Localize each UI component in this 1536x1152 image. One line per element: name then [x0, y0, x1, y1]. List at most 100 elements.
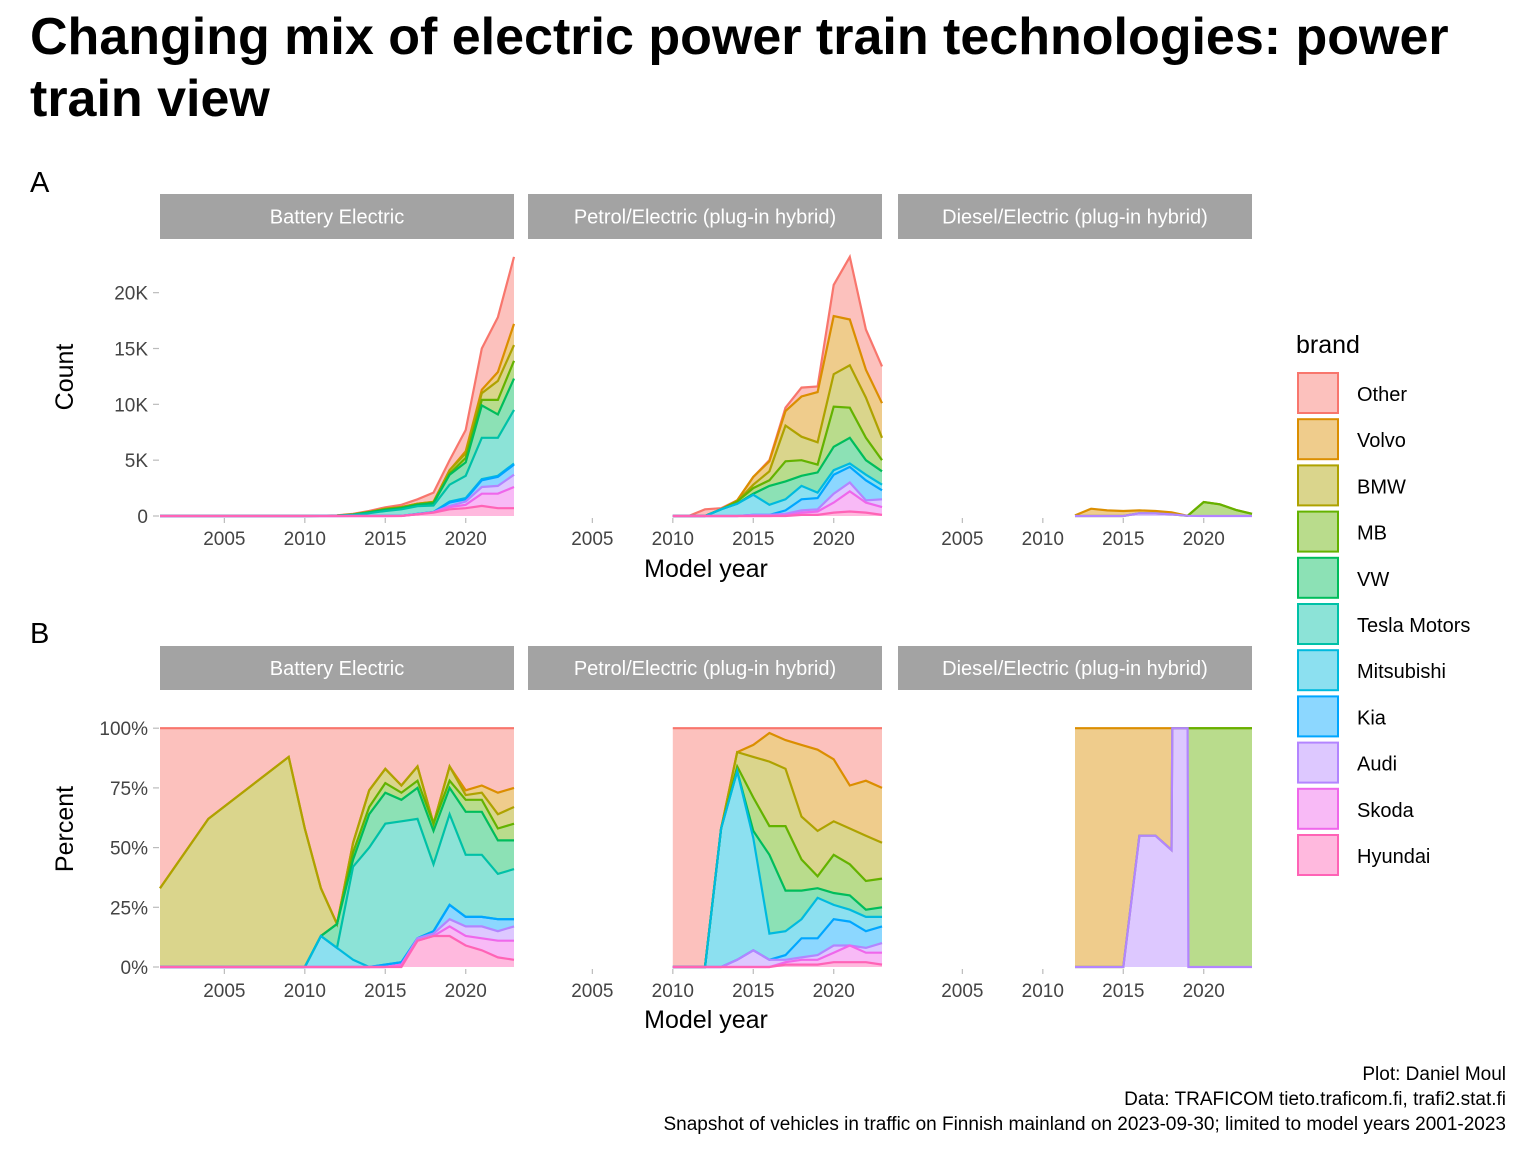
legend-swatch: [1297, 464, 1339, 507]
area-volvo: [1075, 502, 1252, 516]
area-bmw: [672, 752, 882, 967]
area-mb: [1075, 502, 1252, 516]
legend-label: VW: [1357, 569, 1389, 591]
y-tick-label: 15K: [114, 340, 148, 361]
legend-swatch: [1297, 510, 1339, 553]
legend-swatch: [1297, 741, 1339, 784]
x-tick-label: 2020: [445, 981, 487, 1002]
facet-strip-label: Battery Electric: [270, 207, 404, 229]
y-tick-label: 25%: [110, 898, 148, 919]
line-hyundai: [672, 961, 883, 969]
x-tick-label: 2015: [732, 981, 774, 1002]
area-tesla-motors: [160, 814, 514, 967]
x-tick-label: 2005: [571, 529, 613, 550]
legend-label: Volvo: [1357, 430, 1406, 452]
facet-strip: [160, 646, 514, 690]
line-bmw: [159, 754, 515, 928]
facet-strip-label: Petrol/Electric (plug-in hybrid): [574, 658, 836, 680]
legend-label: BMW: [1357, 476, 1406, 498]
area-hyundai: [672, 511, 882, 516]
x-tick-label: 2020: [445, 529, 487, 550]
line-hyundai: [160, 504, 514, 518]
y-tick-label: 5K: [125, 451, 149, 472]
x-tick-label: 2020: [1183, 981, 1225, 1002]
panel-label-A: A: [30, 167, 50, 199]
area-bmw: [160, 756, 514, 967]
x-axis-label-A: Model year: [644, 555, 768, 583]
facet-strip: [528, 194, 882, 239]
facet-strip: [528, 646, 882, 690]
x-tick-label: 2020: [813, 529, 855, 550]
legend-label: Audi: [1357, 754, 1397, 776]
y-tick-label: 0%: [121, 958, 149, 979]
x-tick-label: 2010: [652, 981, 694, 1002]
legend-label: Hyundai: [1357, 846, 1430, 868]
y-axis-label-A: Count: [51, 344, 79, 411]
x-tick-label: 2020: [813, 981, 855, 1002]
area-volvo: [672, 733, 882, 967]
panel-label-B: B: [30, 618, 49, 650]
y-tick-label: 0: [137, 507, 148, 528]
legend-swatch: [1297, 695, 1339, 738]
area-vw: [672, 771, 882, 967]
area-skoda: [672, 491, 882, 516]
facet-plot-area: [160, 256, 516, 518]
x-tick-label: 2010: [284, 981, 326, 1002]
x-tick-label: 2005: [941, 981, 983, 1002]
y-tick-label: 75%: [110, 779, 148, 800]
facet-plot-area: [1075, 727, 1252, 969]
caption: Plot: Daniel Moul Data: TRAFICOM tieto.t…: [664, 1062, 1507, 1137]
y-tick-label: 10K: [114, 395, 148, 416]
legend-swatch: [1297, 787, 1339, 830]
area-kia: [672, 919, 882, 967]
caption-line-data: Data: TRAFICOM tieto.traficom.fi, trafi2…: [1124, 1089, 1506, 1110]
area-mitsubishi: [672, 771, 882, 967]
facet-strip-label: Diesel/Electric (plug-in hybrid): [942, 207, 1208, 229]
legend-label: Kia: [1357, 707, 1387, 729]
legend-label: Mitsubishi: [1357, 661, 1446, 683]
area-mb: [672, 406, 882, 516]
line-hyundai: [672, 510, 883, 518]
legend-swatch: [1297, 418, 1339, 461]
facet-plot-area: [672, 727, 883, 969]
facet-strip-label: Diesel/Electric (plug-in hybrid): [942, 658, 1208, 680]
area-volvo: [672, 316, 882, 516]
legend-label: Skoda: [1357, 800, 1415, 822]
area-volvo: [1075, 728, 1252, 967]
facet-strip: [898, 646, 1252, 690]
y-tick-label: 100%: [99, 719, 148, 740]
facet-strip: [160, 194, 514, 239]
caption-line-plot: Plot: Daniel Moul: [1362, 1064, 1506, 1085]
facet-plot-area: [1074, 500, 1253, 518]
area-mb: [1075, 728, 1252, 967]
line-mitsubishi: [672, 462, 883, 518]
legend-label: Other: [1357, 384, 1407, 406]
line-hyundai: [160, 934, 515, 969]
area-vw: [672, 437, 882, 516]
y-axis-label-B: Percent: [51, 786, 79, 872]
facet-strip-label: Petrol/Electric (plug-in hybrid): [574, 207, 836, 229]
legend-swatch: [1297, 372, 1339, 414]
area-skoda: [672, 945, 882, 967]
x-tick-label: 2010: [1022, 529, 1064, 550]
area-hyundai: [160, 936, 514, 967]
facet-plot-area: [159, 727, 515, 969]
area-mb: [672, 766, 882, 967]
facet-strip: [898, 194, 1252, 239]
y-tick-label: 20K: [114, 284, 148, 305]
x-tick-label: 2015: [1102, 529, 1144, 550]
y-tick-label: 50%: [110, 839, 148, 860]
x-tick-label: 2020: [1183, 529, 1225, 550]
x-tick-label: 2015: [732, 529, 774, 550]
legend-swatch: [1297, 603, 1339, 645]
area-other: [160, 728, 514, 924]
area-other: [672, 256, 882, 516]
legend-swatch: [1297, 649, 1339, 692]
x-tick-label: 2005: [203, 529, 245, 550]
legend-title: brand: [1296, 331, 1360, 359]
area-mitsubishi: [160, 904, 514, 967]
facet-strip-label: Battery Electric: [270, 658, 404, 680]
legend-label: MB: [1357, 523, 1387, 545]
area-vw: [160, 787, 514, 967]
x-tick-label: 2005: [203, 981, 245, 1002]
